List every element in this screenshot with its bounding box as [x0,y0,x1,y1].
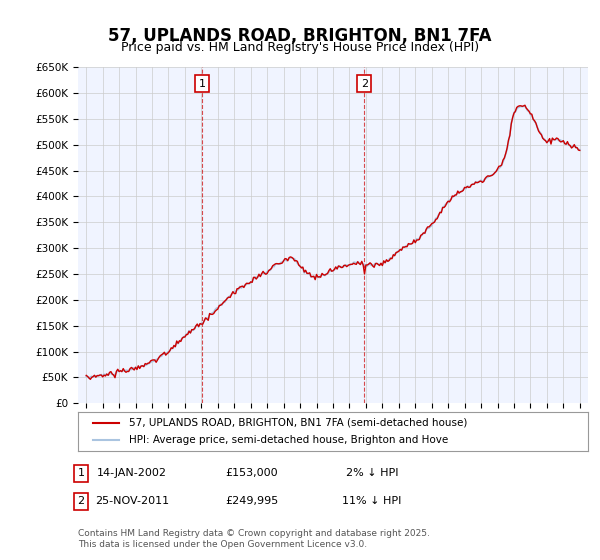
Text: 2: 2 [77,496,85,506]
Text: HPI: Average price, semi-detached house, Brighton and Hove: HPI: Average price, semi-detached house,… [129,435,448,445]
Text: 11% ↓ HPI: 11% ↓ HPI [343,496,401,506]
Text: Price paid vs. HM Land Registry's House Price Index (HPI): Price paid vs. HM Land Registry's House … [121,41,479,54]
Text: £249,995: £249,995 [226,496,278,506]
Text: 2: 2 [361,79,368,88]
Text: 57, UPLANDS ROAD, BRIGHTON, BN1 7FA: 57, UPLANDS ROAD, BRIGHTON, BN1 7FA [108,27,492,45]
Text: £153,000: £153,000 [226,468,278,478]
Text: 2% ↓ HPI: 2% ↓ HPI [346,468,398,478]
Text: 25-NOV-2011: 25-NOV-2011 [95,496,169,506]
Text: 14-JAN-2002: 14-JAN-2002 [97,468,167,478]
Text: Contains HM Land Registry data © Crown copyright and database right 2025.
This d: Contains HM Land Registry data © Crown c… [78,529,430,549]
Text: 1: 1 [199,79,206,88]
Text: 57, UPLANDS ROAD, BRIGHTON, BN1 7FA (semi-detached house): 57, UPLANDS ROAD, BRIGHTON, BN1 7FA (sem… [129,418,467,428]
Text: 1: 1 [77,468,85,478]
